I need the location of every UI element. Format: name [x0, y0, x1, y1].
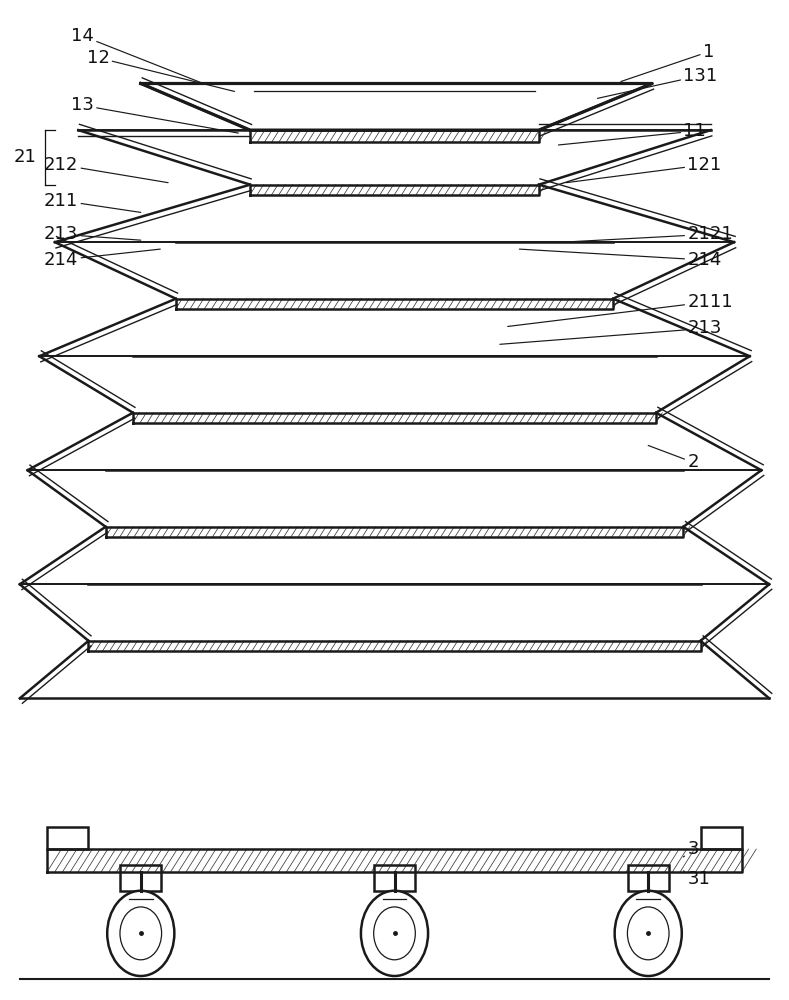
Text: 214: 214 — [519, 249, 722, 269]
Text: 31: 31 — [683, 870, 710, 888]
Text: 14: 14 — [71, 27, 204, 83]
Text: 131: 131 — [597, 67, 718, 98]
Bar — [47, 827, 88, 849]
Text: 12: 12 — [87, 49, 234, 91]
Circle shape — [120, 907, 162, 960]
Text: 211: 211 — [44, 192, 140, 212]
Text: 1: 1 — [621, 43, 714, 82]
Bar — [628, 865, 668, 891]
Text: 2111: 2111 — [507, 293, 733, 326]
Text: 2: 2 — [649, 445, 699, 471]
Text: 214: 214 — [44, 249, 160, 269]
Text: 13: 13 — [71, 96, 238, 133]
Text: 2121: 2121 — [563, 225, 733, 243]
Circle shape — [374, 907, 415, 960]
Circle shape — [361, 891, 428, 976]
Circle shape — [107, 891, 174, 976]
Text: 213: 213 — [44, 225, 140, 243]
Circle shape — [615, 891, 682, 976]
Text: 3: 3 — [683, 840, 699, 858]
Text: 11: 11 — [559, 122, 706, 145]
Circle shape — [627, 907, 669, 960]
Text: 213: 213 — [500, 319, 722, 344]
Text: 121: 121 — [567, 156, 721, 183]
Bar — [374, 865, 415, 891]
Bar — [121, 865, 161, 891]
Bar — [701, 827, 742, 849]
Text: 212: 212 — [44, 156, 168, 183]
Text: 21: 21 — [14, 148, 37, 166]
